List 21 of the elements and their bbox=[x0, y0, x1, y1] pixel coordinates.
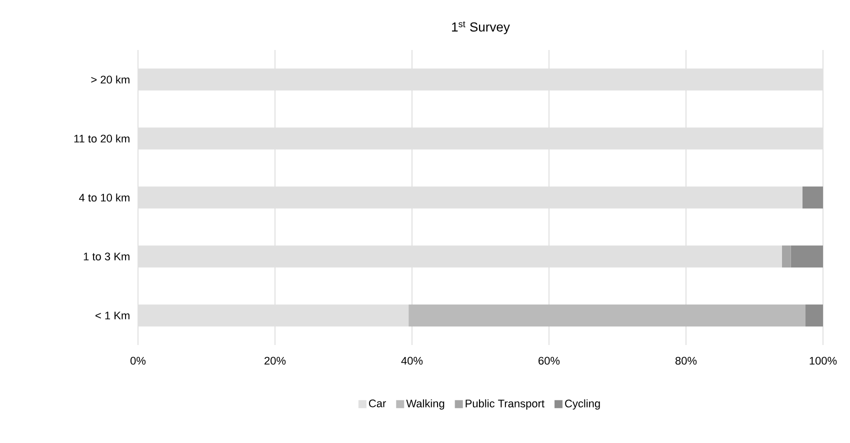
legend-label: Walking bbox=[406, 399, 444, 410]
chart-title: 1$^{st}$ Survey bbox=[452, 21, 510, 34]
x-tick-label: 0% bbox=[130, 356, 146, 365]
legend-label: Cycling bbox=[565, 399, 600, 410]
bar bbox=[805, 304, 824, 327]
y-tick-label: 4 to 10 km bbox=[79, 193, 130, 202]
x-tick-label: 20% bbox=[264, 356, 286, 365]
bar bbox=[408, 304, 806, 327]
x-tick-label: 60% bbox=[538, 356, 560, 365]
y-tick-label: < 1 Km bbox=[96, 312, 130, 320]
y-tick-label: 1 to 3 Km bbox=[84, 252, 130, 260]
x-tick-label: 100% bbox=[810, 356, 837, 365]
legend-label: Public Transport bbox=[466, 399, 544, 410]
y-tick-label: 11 to 20 km bbox=[74, 134, 130, 143]
legend-label: Car bbox=[368, 399, 386, 408]
x-tick-label: 80% bbox=[675, 356, 697, 365]
bar bbox=[790, 246, 824, 268]
y-tick-label: > 20 km bbox=[91, 75, 130, 84]
bar bbox=[802, 186, 824, 209]
x-tick-label: 40% bbox=[401, 356, 423, 365]
bar bbox=[782, 246, 791, 268]
